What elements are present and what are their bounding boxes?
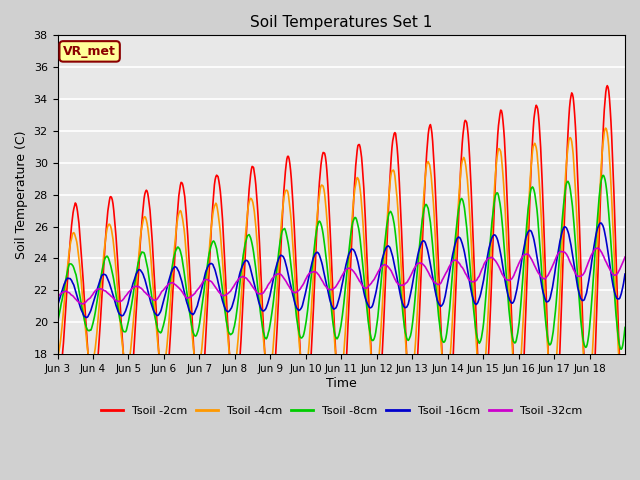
X-axis label: Time: Time: [326, 377, 356, 390]
Title: Soil Temperatures Set 1: Soil Temperatures Set 1: [250, 15, 433, 30]
Text: VR_met: VR_met: [63, 45, 116, 58]
Y-axis label: Soil Temperature (C): Soil Temperature (C): [15, 131, 28, 259]
Legend: Tsoil -2cm, Tsoil -4cm, Tsoil -8cm, Tsoil -16cm, Tsoil -32cm: Tsoil -2cm, Tsoil -4cm, Tsoil -8cm, Tsoi…: [96, 401, 586, 420]
